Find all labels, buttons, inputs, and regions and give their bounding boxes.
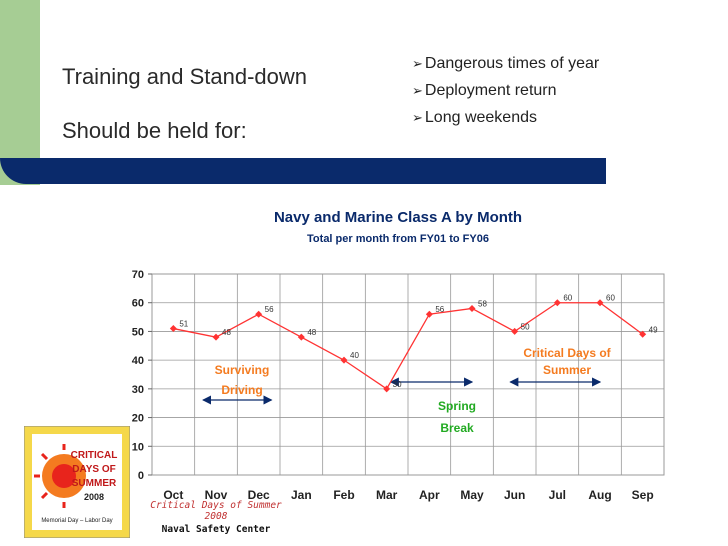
bullet-item: ➢ Long weekends [412,109,599,136]
data-point [212,333,220,341]
footer-caption: Critical Days of Summer 2008 Naval Safet… [136,500,296,535]
data-label: 49 [649,325,658,334]
bullet-item: ➢ Deployment return [412,82,599,109]
x-tick-label: Apr [419,488,440,502]
arrow-bullet-icon: ➢ [412,110,423,125]
x-tick-label: Dec [248,488,270,502]
chart-title: Navy and Marine Class A by Month [274,209,522,226]
annotation-label: Summer [543,363,591,377]
logo-text: SUMMER [72,478,117,489]
bullet-text: Deployment return [424,82,557,99]
data-point [340,356,348,364]
data-point [169,325,177,333]
x-tick-label: Feb [333,488,354,502]
data-label: 56 [435,305,444,314]
slide-title-line1: Training and Stand-down [62,64,308,89]
x-tick-label: Jan [291,488,312,502]
arrow-bullet-icon: ➢ [412,83,423,98]
data-label: 60 [606,294,615,303]
bullet-item: ➢ Dangerous times of year [412,55,599,82]
annotation-label: Spring [438,399,476,413]
y-tick-label: 10 [132,441,144,453]
data-label: 48 [307,328,316,337]
data-point [553,299,561,307]
annotation-label: Break [440,421,474,435]
annotation-label: Surviving [215,363,270,377]
arrow-bullet-icon: ➢ [412,56,423,71]
y-tick-label: 20 [132,413,144,425]
x-tick-label: Nov [205,488,228,502]
bullet-text: Dangerous times of year [424,55,600,72]
data-label: 56 [265,305,274,314]
y-tick-label: 40 [132,355,144,367]
y-tick-label: 0 [138,470,144,482]
data-point [255,310,263,318]
data-label: 51 [179,320,188,329]
y-tick-label: 30 [132,384,144,396]
data-point [425,310,433,318]
x-tick-label: Jul [549,488,566,502]
y-tick-label: 60 [132,298,144,310]
data-point [383,385,391,393]
y-tick-label: 50 [132,326,144,338]
x-tick-label: Aug [588,488,611,502]
footer-caption-line2: Naval Safety Center [161,524,271,535]
data-point [639,330,647,338]
critical-days-of-summer-logo: CRITICAL DAYS OF SUMMER 2008 Memorial Da… [24,426,130,538]
x-tick-label: Sep [632,488,654,502]
data-point [468,304,476,312]
annotation-label: Critical Days of [523,346,611,360]
logo-text: DAYS OF [72,464,116,475]
data-label: 30 [393,380,402,389]
x-tick-label: Jun [504,488,525,502]
data-point [297,333,305,341]
y-tick-label: 70 [132,269,144,281]
logo-text: 2008 [84,492,104,502]
chart-subtitle: Total per month from FY01 to FY06 [307,233,489,245]
data-label: 60 [563,294,572,303]
title-background [40,0,380,185]
annotation-label: Driving [221,383,262,397]
data-point [596,299,604,307]
x-tick-label: Oct [163,488,183,502]
data-label: 50 [521,322,530,331]
data-label: 48 [222,328,231,337]
logo-text: Memorial Day – Labor Day [41,518,112,524]
bullet-text: Long weekends [424,109,537,126]
data-point [511,327,519,335]
slide-title-line2: Should be held for: [62,118,247,143]
data-label: 58 [478,299,487,308]
data-series-line [173,302,644,390]
data-label: 40 [350,351,359,360]
bullet-list: ➢ Dangerous times of year ➢ Deployment ret… [412,55,599,136]
x-tick-label: May [460,488,484,502]
title-banner-bar [0,158,606,184]
logo-text: CRITICAL [71,450,118,461]
footer-caption-line1: Critical Days of Summer 2008 [150,500,282,522]
x-tick-label: Mar [376,488,398,502]
